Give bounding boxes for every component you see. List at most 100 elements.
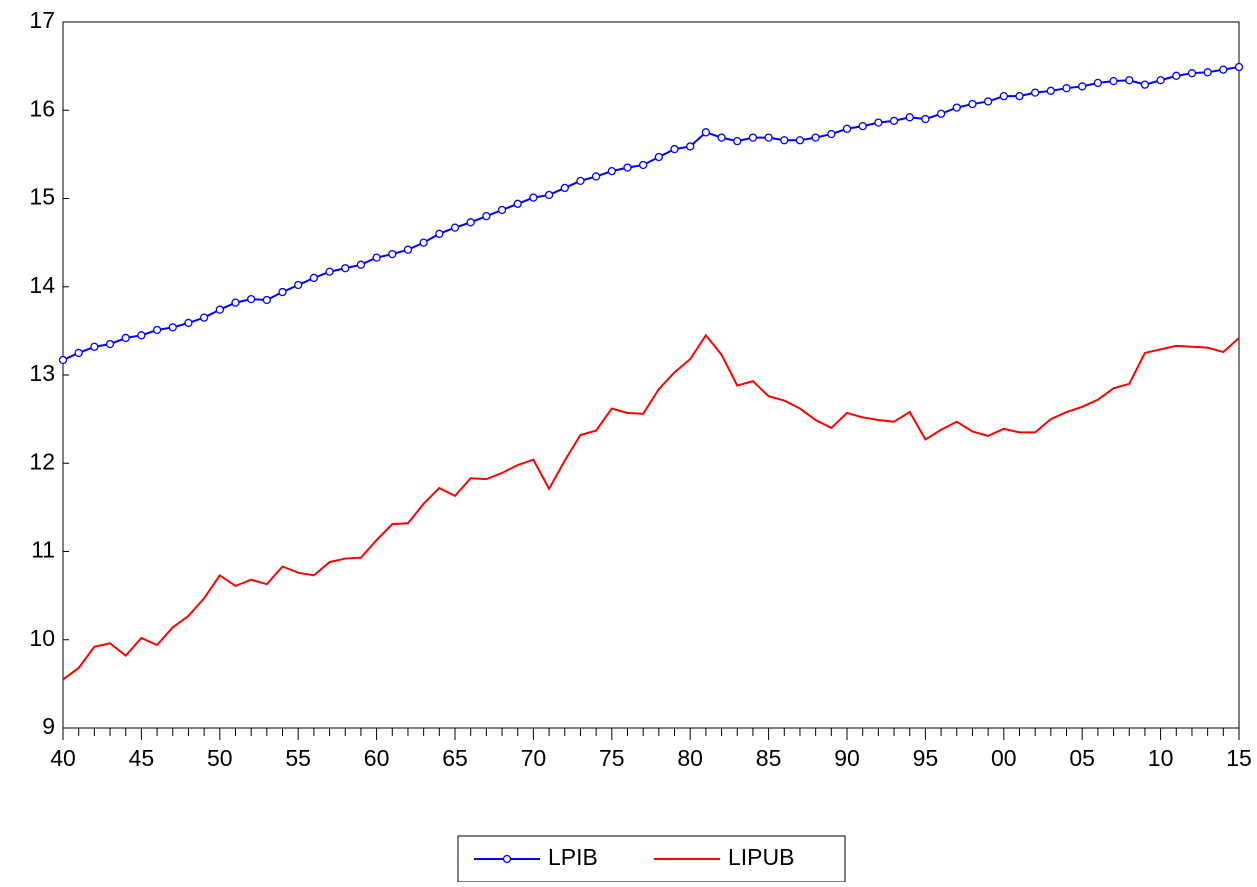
y-tick-label: 9: [42, 713, 55, 739]
y-tick-label: 17: [29, 7, 55, 33]
data-point: [654, 152, 663, 162]
legend-label: LIPUB: [728, 844, 794, 870]
series-line: [62, 66, 1240, 361]
y-tick-label: 12: [29, 448, 55, 474]
data-point: [717, 133, 726, 142]
data-point: [560, 183, 569, 193]
data-point: [874, 118, 883, 127]
data-point: [325, 267, 334, 276]
data-point: [356, 260, 366, 269]
data-point: [184, 318, 193, 328]
data-point: [1219, 65, 1228, 74]
x-tick-label: 85: [756, 745, 782, 771]
data-point: [529, 193, 538, 202]
data-point: [1031, 88, 1040, 97]
data-point: [701, 128, 711, 137]
data-point: [999, 91, 1008, 101]
data-point: [670, 144, 679, 154]
data-point: [1062, 84, 1071, 93]
data-point: [105, 339, 115, 349]
series-line: [62, 333, 1240, 681]
data-point: [936, 109, 946, 118]
data-point: [921, 114, 930, 124]
data-point: [858, 121, 867, 131]
data-point: [842, 124, 852, 133]
data-point: [247, 294, 256, 304]
data-point: [1125, 76, 1134, 85]
y-tick-label: 16: [29, 95, 55, 121]
x-tick-label: 70: [521, 745, 547, 771]
x-tick-label: 65: [442, 745, 468, 771]
data-point: [121, 333, 130, 343]
data-point: [90, 342, 99, 351]
data-point: [686, 142, 695, 151]
data-point: [1140, 80, 1150, 89]
y-tick-label: 15: [29, 184, 55, 210]
data-point: [215, 305, 224, 314]
legend-label: LPIB: [548, 844, 598, 870]
data-point: [372, 253, 381, 262]
data-point: [137, 331, 146, 340]
data-point: [544, 190, 554, 200]
data-point: [968, 99, 977, 109]
data-point: [403, 245, 413, 254]
x-tick-label: 55: [285, 745, 311, 771]
data-point: [199, 313, 209, 322]
x-tick-label: 10: [1148, 745, 1174, 771]
data-point: [795, 136, 805, 145]
y-tick-label: 10: [29, 625, 55, 651]
x-tick-label: 50: [207, 745, 233, 771]
data-point: [623, 163, 632, 172]
data-point: [1015, 91, 1024, 101]
data-point: [983, 97, 993, 106]
data-point: [513, 199, 522, 208]
x-tick-label: 95: [913, 745, 939, 771]
data-point: [168, 323, 177, 332]
x-tick-label: 15: [1226, 745, 1252, 771]
y-tick-label: 13: [29, 360, 55, 386]
data-point: [576, 176, 585, 186]
x-tick-label: 45: [129, 745, 155, 771]
data-point: [733, 136, 742, 146]
data-point: [1156, 76, 1165, 85]
data-point: [748, 133, 758, 142]
data-point: [74, 348, 83, 358]
data-point: [278, 287, 287, 297]
data-point: [639, 160, 648, 170]
x-tick-label: 40: [50, 745, 76, 771]
data-point: [435, 229, 444, 238]
x-tick-label: 05: [1069, 745, 1095, 771]
data-point: [1203, 68, 1212, 77]
data-point: [1078, 82, 1087, 91]
x-tick-label: 75: [599, 745, 625, 771]
data-point: [450, 223, 460, 232]
data-point: [341, 264, 350, 273]
data-point: [1109, 76, 1118, 86]
data-point: [889, 116, 899, 125]
x-tick-label: 80: [677, 745, 703, 771]
data-point: [294, 280, 303, 290]
y-tick-label: 14: [29, 272, 55, 298]
data-point: [1187, 69, 1197, 78]
data-point: [591, 172, 601, 181]
x-tick-label: 90: [834, 745, 860, 771]
data-point: [388, 249, 397, 259]
data-point: [497, 205, 507, 215]
data-point: [309, 273, 319, 283]
data-point: [1234, 62, 1244, 72]
data-point: [764, 133, 773, 142]
data-point: [905, 113, 914, 122]
data-point: [780, 136, 789, 145]
data-point: [1172, 71, 1181, 80]
data-point: [1093, 78, 1103, 88]
legend-marker: [502, 854, 512, 864]
y-tick-label: 11: [31, 537, 55, 563]
data-point: [952, 103, 961, 112]
data-point: [811, 133, 820, 142]
data-point: [58, 355, 68, 365]
data-point: [1046, 86, 1055, 95]
data-point: [607, 166, 616, 176]
x-tick-label: 60: [364, 745, 390, 771]
plot-frame: [62, 21, 1240, 729]
